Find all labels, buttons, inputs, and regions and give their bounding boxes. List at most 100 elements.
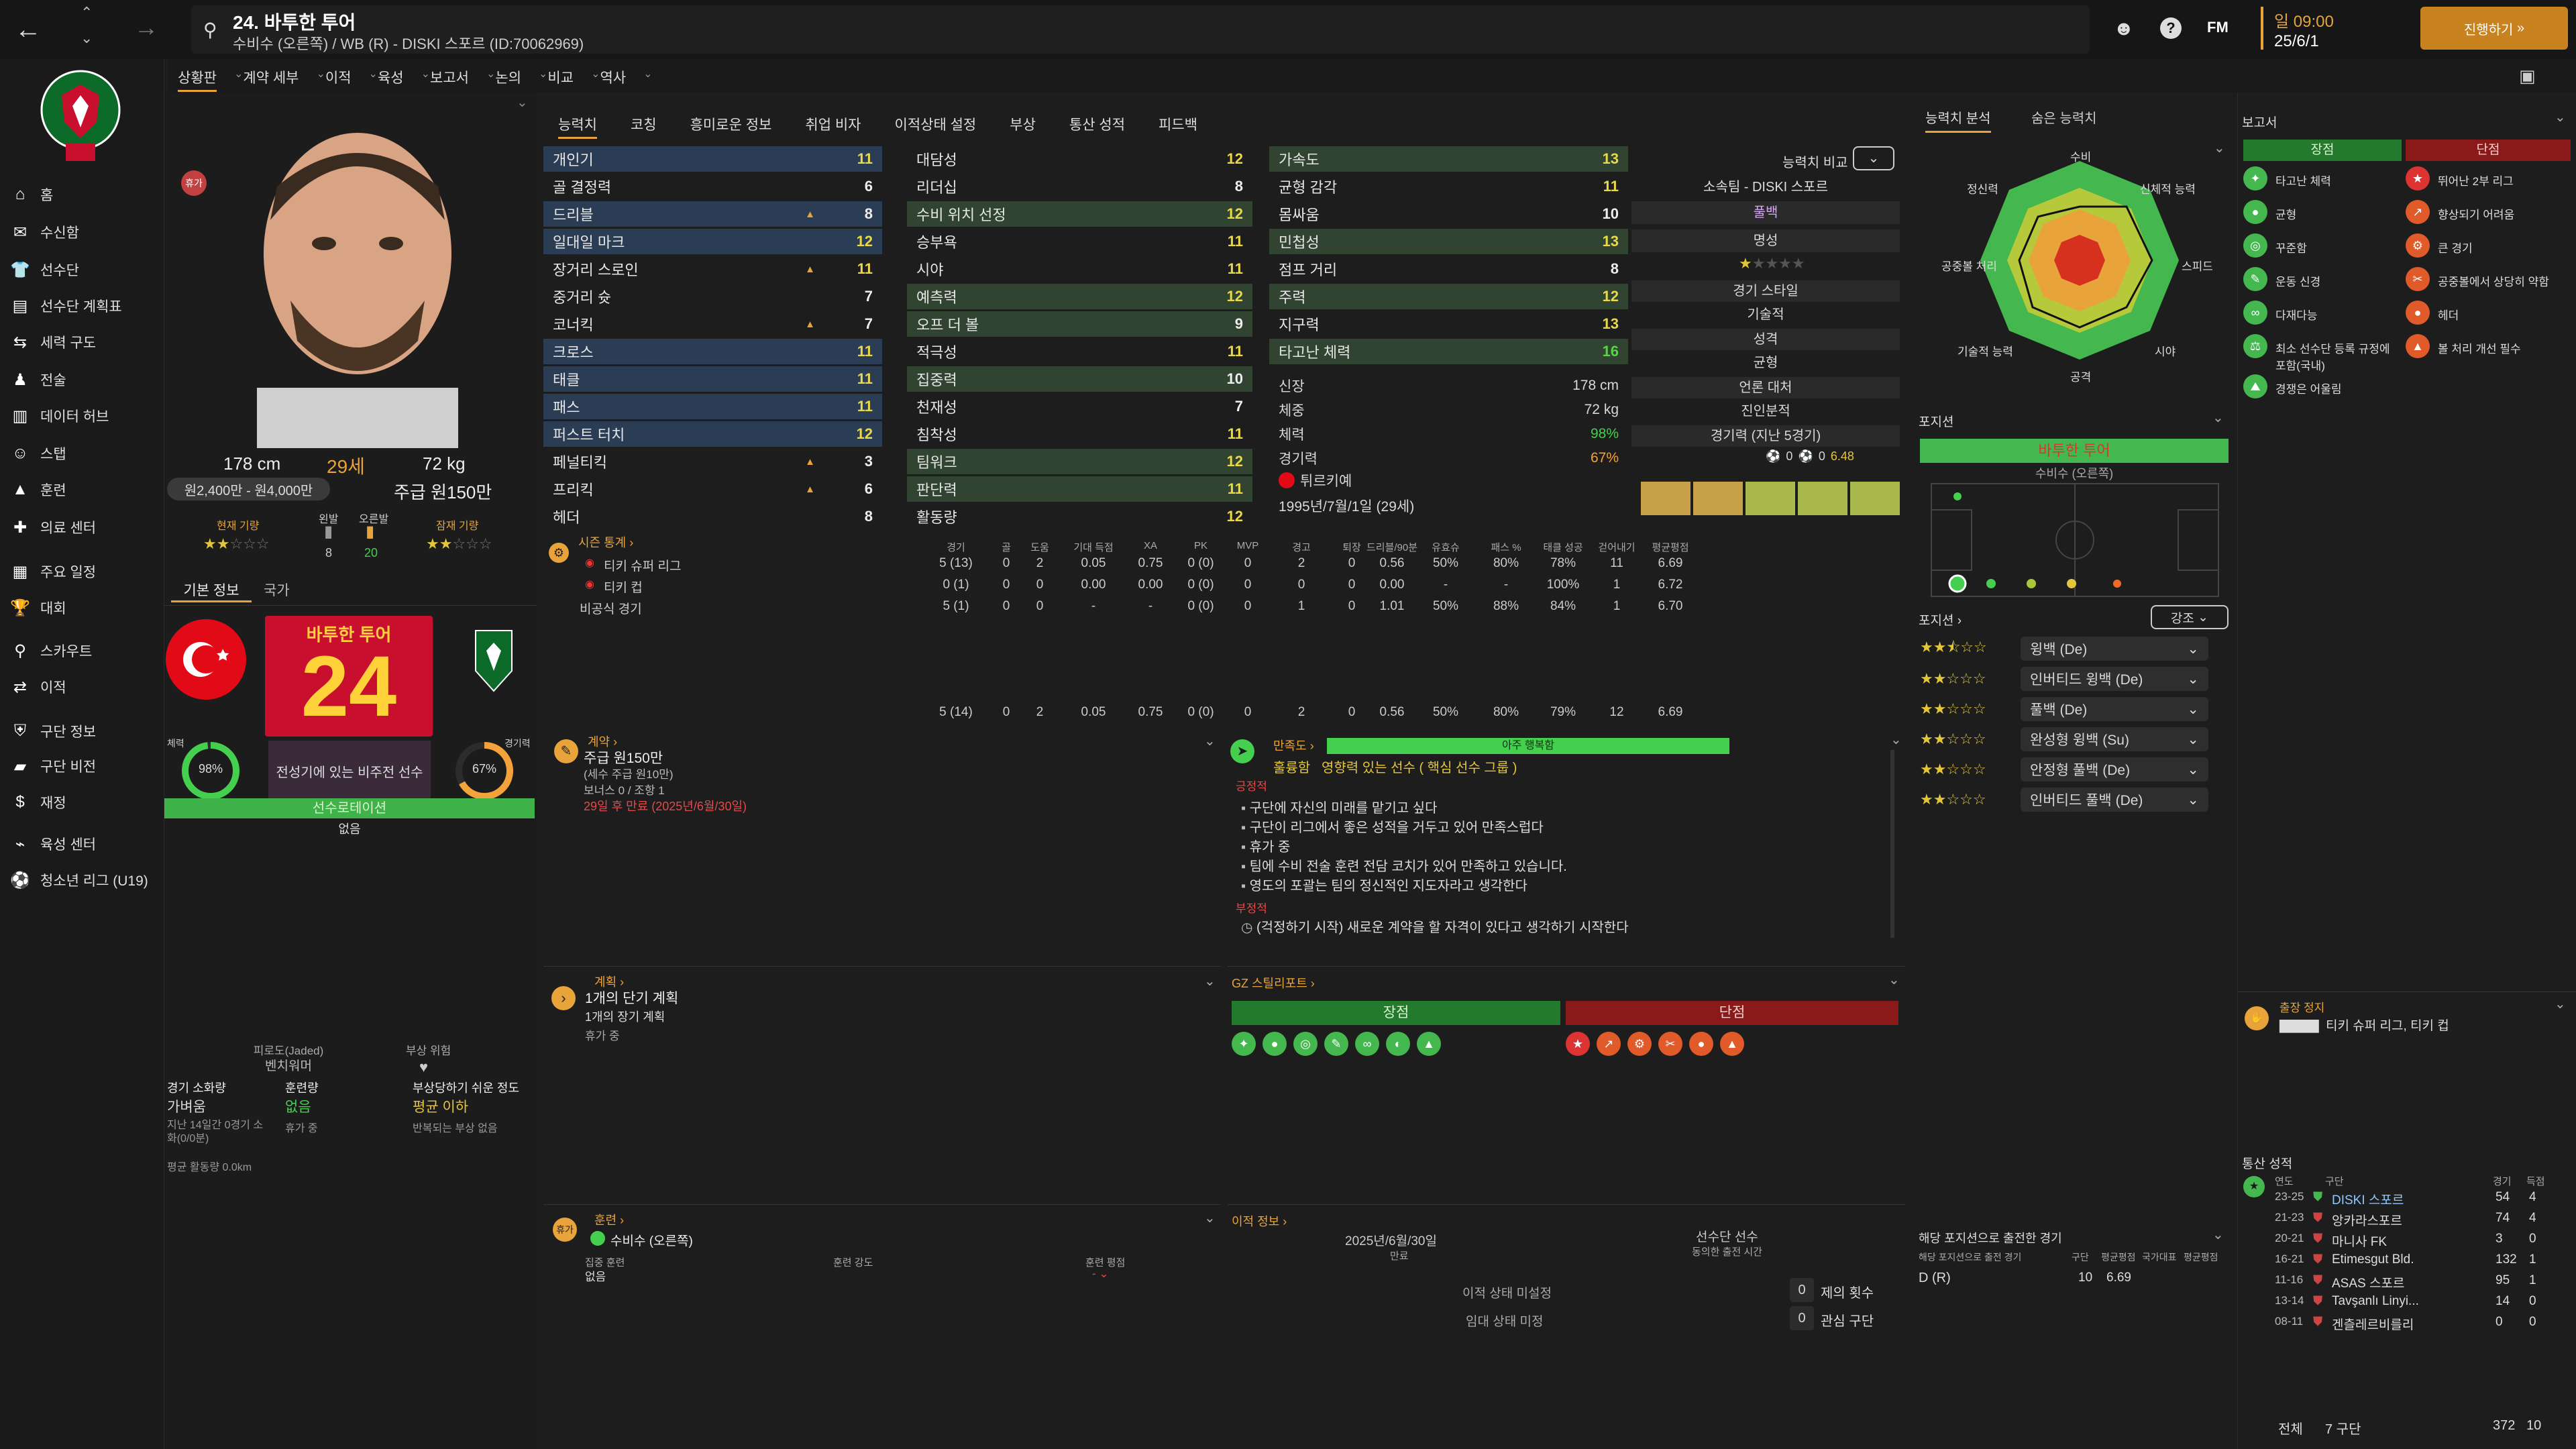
report-pro-item[interactable]: ✦ 타고난 체력 <box>2243 166 2402 191</box>
help-icon[interactable]: ? <box>2160 17 2182 39</box>
attr-tab[interactable]: 취업 비자 <box>805 117 861 133</box>
attr-tab[interactable]: 통산 성적 <box>1069 117 1126 133</box>
highlight-dropdown[interactable]: 강조 ⌄ <box>2151 605 2229 629</box>
con-icon[interactable]: ✂ <box>1658 1032 1682 1056</box>
report-con-item[interactable]: ⚙ 큰 경기 <box>2406 233 2571 258</box>
tab-hidden-attr[interactable]: 숨은 능력치 <box>2031 111 2097 126</box>
role-row[interactable]: ★★☆☆☆ 인버티드 풀백 (De) ⌄ <box>1920 786 2208 814</box>
season-row[interactable]: ◉ 티키 슈퍼 리그 5 (13) 0 2 0.05 0.75 0 (0) 0 2 0 0.56 50%… <box>543 556 1905 576</box>
up-chevron-icon[interactable]: ⌃ <box>80 4 93 21</box>
career-row[interactable]: 08-11 ⛊ 겐츨레르비를리 0 0 <box>2238 1315 2576 1335</box>
sidebar-item[interactable]: ⚲ 스카우트 <box>0 635 164 667</box>
pro-icon[interactable]: ● <box>1263 1032 1287 1056</box>
training-label[interactable]: 훈련 › <box>594 1214 625 1227</box>
pro-icon[interactable]: ◐ <box>1386 1032 1410 1056</box>
radar-collapse-icon[interactable]: ⌄ <box>2214 141 2225 156</box>
con-icon[interactable]: ⚙ <box>1627 1032 1652 1056</box>
sidebar-item[interactable]: ▲ 훈련 <box>0 474 164 506</box>
nav-tab[interactable]: 육성 <box>377 70 404 86</box>
attribute-row[interactable]: 리더십 8 <box>907 174 1252 199</box>
gz-label[interactable]: GZ 스틸리포트 › <box>1232 977 1315 990</box>
nav-tab[interactable]: 보고서 <box>430 70 469 86</box>
report-con-item[interactable]: ★ 뛰어난 2부 리그 <box>2406 166 2571 191</box>
attribute-row[interactable]: 집중력 10 <box>907 366 1252 392</box>
attribute-row[interactable]: 가속도 13 <box>1269 146 1628 172</box>
layout-icon[interactable]: ▣ <box>2519 66 2536 86</box>
role-select[interactable]: 인버티드 풀백 (De) ⌄ <box>2021 788 2208 812</box>
position-collapse-icon[interactable]: ⌄ <box>2212 411 2224 425</box>
sidebar-item[interactable]: $ 재정 <box>0 786 164 818</box>
attribute-row[interactable]: 페널티킥 ▲ 3 <box>543 449 882 474</box>
suspend-collapse-icon[interactable]: ⌄ <box>2555 997 2566 1012</box>
nav-tab[interactable]: 논의 <box>495 70 522 86</box>
morale-label[interactable]: 만족도 › <box>1273 739 1314 753</box>
report-pro-item[interactable]: ● 균형 <box>2243 200 2402 224</box>
attribute-row[interactable]: 개인기 11 <box>543 146 882 172</box>
morale-collapse-icon[interactable]: ⌄ <box>1890 733 1902 747</box>
role-row[interactable]: ★★☆☆☆ 완성형 윙백 (Su) ⌄ <box>1920 725 2208 753</box>
attr-tab[interactable]: 흥미로운 정보 <box>690 117 772 133</box>
attr-tab[interactable]: 피드백 <box>1159 117 1197 133</box>
sidebar-item[interactable]: 👕 선수단 <box>0 254 164 286</box>
report-con-item[interactable]: ▲ 볼 처리 개선 필수 <box>2406 334 2571 358</box>
report-collapse-icon[interactable]: ⌄ <box>2555 110 2566 125</box>
attribute-row[interactable]: 팀워크 12 <box>907 449 1252 474</box>
plans-collapse-icon[interactable]: ⌄ <box>1204 974 1216 989</box>
attribute-row[interactable]: 침착성 11 <box>907 421 1252 447</box>
career-row[interactable]: 20-21 ⛊ 마니사 FK 3 0 <box>2238 1232 2576 1252</box>
attribute-row[interactable]: 패스 11 <box>543 394 882 419</box>
nav-tab[interactable]: 계약 세부 <box>243 70 299 86</box>
con-icon[interactable]: ▲ <box>1720 1032 1744 1056</box>
attribute-row[interactable]: 크로스 11 <box>543 339 882 364</box>
attribute-row[interactable]: 수비 위치 선정 12 <box>907 201 1252 227</box>
attribute-row[interactable]: 헤더 8 <box>543 504 882 529</box>
con-icon[interactable]: ★ <box>1566 1032 1590 1056</box>
season-row[interactable]: ◉ 티키 컵 0 (1) 0 0 0.00 0.00 0 (0) 0 0 0 0.00 - - 100% 1 6… <box>543 578 1905 598</box>
report-con-item[interactable]: ✂ 공중볼에서 상당히 약함 <box>2406 267 2571 291</box>
role-row[interactable]: ★★☆☆☆ 풀백 (De) ⌄ <box>1920 695 2208 723</box>
career-club[interactable]: 마니사 FK <box>2332 1235 2387 1249</box>
report-pro-item[interactable]: ◎ 꾸준함 <box>2243 233 2402 258</box>
career-club[interactable]: ASAS 스포르 <box>2332 1277 2405 1291</box>
tab-nation[interactable]: 국가 <box>264 583 290 598</box>
continue-button[interactable]: 진행하기 » <box>2420 7 2568 50</box>
pro-icon[interactable]: ✦ <box>1232 1032 1256 1056</box>
season-row[interactable]: 비공식 경기 5 (1) 0 0 - - 0 (0) 0 1 0 1.01 50% 88% 84% 1 6.7… <box>543 599 1905 619</box>
con-icon[interactable]: ● <box>1689 1032 1713 1056</box>
report-pro-item[interactable]: ✎ 운동 신경 <box>2243 267 2402 291</box>
pro-icon[interactable]: ∞ <box>1355 1032 1379 1056</box>
sidebar-item[interactable]: ✉ 수신함 <box>0 216 164 248</box>
transfer-label[interactable]: 이적 정보 › <box>1232 1215 1287 1228</box>
search-icon[interactable]: ⚲ <box>203 19 217 40</box>
nav-tab[interactable]: 역사 <box>600 70 627 86</box>
sidebar-item[interactable]: ▤ 선수단 계획표 <box>0 290 164 322</box>
career-row[interactable]: 21-23 ⛊ 앙카라스포르 74 4 <box>2238 1211 2576 1231</box>
attribute-row[interactable]: 민첩성 13 <box>1269 229 1628 254</box>
sidebar-item[interactable]: ⛨ 구단 정보 <box>0 715 164 747</box>
compare-dropdown[interactable]: ⌄ <box>1853 146 1894 170</box>
attr-tab[interactable]: 코칭 <box>630 117 657 133</box>
attribute-row[interactable]: 지구력 13 <box>1269 311 1628 337</box>
attribute-row[interactable]: 일대일 마크 12 <box>543 229 882 254</box>
sidebar-item[interactable]: ✚ 의료 센터 <box>0 511 164 543</box>
attr-tab[interactable]: 능력치 <box>558 114 597 139</box>
nav-tab[interactable]: 비교 <box>547 70 574 86</box>
report-con-item[interactable]: ↗ 향상되기 어려움 <box>2406 200 2571 224</box>
career-club[interactable]: Tavşanlı Linyi... <box>2332 1294 2419 1308</box>
squad-status-bar[interactable]: 선수로테이션 <box>164 798 535 818</box>
attribute-row[interactable]: 몸싸움 10 <box>1269 201 1628 227</box>
forward-arrow-icon[interactable]: → <box>134 13 158 41</box>
report-con-item[interactable]: ● 헤더 <box>2406 301 2571 325</box>
sidebar-item[interactable]: ⌁ 육성 센터 <box>0 828 164 860</box>
tab-basic-info[interactable]: 기본 정보 <box>171 580 252 602</box>
contract-label[interactable]: 계약 › <box>588 735 618 749</box>
sidebar-item[interactable]: ⇆ 세력 구도 <box>0 326 164 358</box>
attribute-row[interactable]: 퍼스트 터치 12 <box>543 421 882 447</box>
apps-collapse-icon[interactable]: ⌄ <box>2212 1228 2224 1242</box>
gz-collapse-icon[interactable]: ⌄ <box>1888 973 1900 987</box>
career-club[interactable]: 앙카라스포르 <box>2332 1214 2402 1228</box>
career-club[interactable]: DISKI 스포르 <box>2332 1193 2404 1208</box>
attribute-row[interactable]: 천재성 7 <box>907 394 1252 419</box>
sidebar-item[interactable]: 🏆 대회 <box>0 592 164 624</box>
role-select[interactable]: 윙백 (De) ⌄ <box>2021 637 2208 661</box>
